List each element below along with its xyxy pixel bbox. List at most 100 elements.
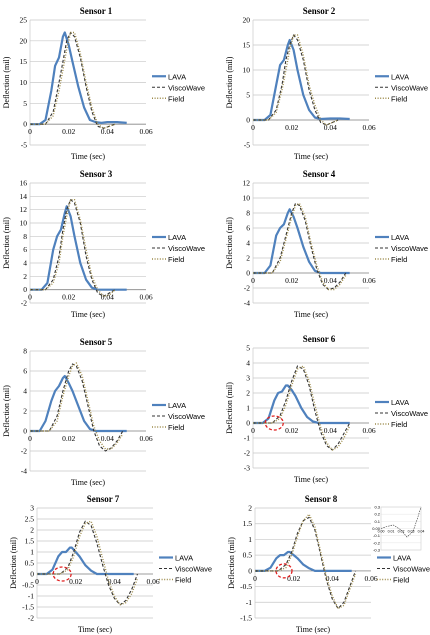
panel-title: Sensor 4 (303, 169, 336, 179)
panel-title: Sensor 1 (80, 6, 113, 16)
legend-label-lava: LAVA (393, 554, 411, 563)
y-tick-label: -2 (244, 284, 250, 293)
series-lava-line (253, 384, 350, 425)
x-tick-label: 0 (251, 276, 255, 285)
y-axis-label: Deflection (mil) (225, 56, 234, 108)
x-tick-label: 0.02 (62, 127, 75, 136)
x-tick-label: 0 (28, 127, 32, 136)
series-viscowave-line (30, 363, 124, 452)
series-lava-line (255, 550, 352, 573)
y-tick-label: 10 (243, 194, 251, 203)
x-tick-label: 0.04 (324, 123, 337, 132)
y-tick-label: 6 (23, 367, 27, 376)
y-tick-label: 2 (23, 407, 27, 416)
sensor-panel-7: -2-1.5-1-0.500.511.522.530 0.02 0.04 0.06Se… (9, 494, 212, 634)
series-lava-line (30, 31, 127, 126)
inset-y-tick-label: 0.2 (374, 512, 380, 517)
inset-y-tick-label: 0.00 (372, 526, 381, 531)
y-axis-label: Deflection (mil) (227, 537, 236, 589)
y-tick-label: 4 (246, 359, 250, 368)
inset-y-tick-label: 0.1 (374, 519, 380, 524)
legend-label-field: Field (175, 576, 191, 585)
x-axis-label: Time (sec) (294, 152, 328, 161)
x-tick-label: 0.02 (285, 276, 298, 285)
y-tick-label: 2 (30, 526, 34, 535)
series-field-line (253, 34, 339, 126)
y-tick-label: 12 (243, 179, 251, 188)
x-axis-label: Time (sec) (71, 310, 105, 319)
y-tick-label: -2 (21, 299, 27, 308)
y-tick-label: 2.5 (25, 515, 35, 524)
series-lava-line (30, 205, 127, 291)
inset-y-tick-label: -0.1 (373, 533, 381, 538)
x-tick-label: 0.02 (285, 123, 298, 132)
x-tick-label: 0 (251, 123, 255, 132)
x-axis-label: Time (sec) (296, 625, 330, 634)
y-axis-label: Deflection (mil) (2, 56, 11, 108)
y-tick-label: 0 (30, 570, 34, 579)
y-axis-label: Deflection (mil) (2, 385, 11, 437)
x-tick-label: 0.02 (287, 574, 300, 583)
x-tick-label: 0.06 (362, 276, 375, 285)
y-tick-label: 0 (246, 116, 250, 125)
series-field-line (255, 513, 357, 610)
x-axis-label: Time (sec) (294, 475, 328, 484)
y-tick-label: -0.5 (240, 582, 252, 591)
panel-title: Sensor 2 (303, 6, 336, 16)
legend-label-lava: LAVA (168, 233, 186, 242)
x-tick-label: 0 (28, 434, 32, 443)
legend-label-field: Field (168, 255, 184, 264)
series-viscowave-line (30, 199, 116, 297)
y-tick-label: 16 (20, 179, 28, 188)
x-tick-label: 0.02 (285, 426, 298, 435)
y-tick-label: 1.5 (243, 519, 253, 528)
y-tick-label: 5 (246, 344, 250, 353)
y-tick-label: 15 (20, 57, 28, 66)
x-axis-label: Time (sec) (71, 478, 105, 487)
y-tick-label: -1 (28, 592, 34, 601)
x-tick-label: 0.02 (69, 577, 82, 586)
y-tick-label: 2 (248, 504, 252, 513)
y-tick-label: 2 (23, 272, 27, 281)
legend-label-lava: LAVA (168, 72, 186, 81)
series-lava-line (253, 208, 350, 275)
legend-label-lava: LAVA (168, 401, 186, 410)
series-lava-line (30, 374, 127, 433)
x-tick-label: 0.06 (139, 127, 152, 136)
y-tick-label: 0 (23, 120, 27, 129)
y-tick-label: -1 (244, 434, 250, 443)
y-tick-label: 15 (243, 41, 251, 50)
inset-series-line (380, 506, 422, 538)
legend-label-viscowave: ViscoWave (391, 83, 428, 92)
y-tick-label: -1 (246, 598, 252, 607)
legend-label-viscowave: ViscoWave (393, 565, 430, 574)
x-tick-label: 0.04 (101, 293, 114, 302)
series-field-line (30, 198, 116, 297)
y-tick-label: 25 (20, 16, 28, 25)
legend-label-field: Field (391, 255, 407, 264)
x-tick-label: 0.06 (362, 426, 375, 435)
legend-label-viscowave: ViscoWave (391, 244, 428, 253)
series-viscowave-line (253, 202, 347, 291)
highlight-circle (275, 563, 293, 579)
y-axis-label: Deflection (mil) (2, 217, 11, 269)
x-axis-label: Time (sec) (78, 625, 112, 634)
legend-label-viscowave: ViscoWave (168, 83, 205, 92)
series-viscowave-line (37, 520, 139, 606)
y-tick-label: -1.5 (240, 614, 252, 623)
series-lava-line (37, 546, 134, 576)
x-axis-label: Time (sec) (71, 152, 105, 161)
panel-title: Sensor 8 (305, 494, 338, 504)
legend-label-viscowave: ViscoWave (175, 565, 212, 574)
y-tick-label: 1.5 (25, 537, 35, 546)
highlight-circle (52, 566, 72, 582)
legend-label-field: Field (168, 423, 184, 432)
x-tick-label: 0.02 (62, 434, 75, 443)
y-tick-label: 4 (23, 387, 27, 396)
y-axis-label: Deflection (mil) (225, 382, 234, 434)
y-tick-label: -2 (28, 614, 34, 623)
y-tick-label: 20 (20, 36, 28, 45)
y-tick-label: 4 (246, 239, 250, 248)
